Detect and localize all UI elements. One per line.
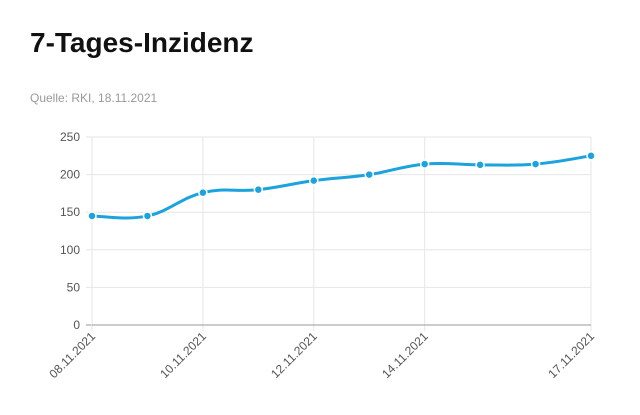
x-tick-label: 14.11.2021 <box>379 329 431 381</box>
point <box>309 175 319 186</box>
y-tick-label: 200 <box>60 168 80 182</box>
y-tick-label: 100 <box>60 243 80 257</box>
line <box>91 154 592 220</box>
point <box>142 211 153 221</box>
x-tick-label: 08.11.2021 <box>46 329 98 381</box>
point <box>586 151 596 161</box>
x-tick-label: 12.11.2021 <box>268 329 320 381</box>
chart-title: 7-Tages-Inzidenz <box>30 27 254 58</box>
point <box>530 159 541 169</box>
point <box>419 159 430 169</box>
chart-subtitle: Quelle: RKI, 18.11.2021 <box>30 91 158 105</box>
y-tick-label: 0 <box>73 318 80 332</box>
point <box>198 187 208 198</box>
point <box>87 211 97 221</box>
x-tick-label: 10.11.2021 <box>157 329 209 381</box>
point <box>253 184 264 195</box>
y-tick-label: 50 <box>67 280 81 294</box>
x-tick-label: 17.11.2021 <box>545 329 597 381</box>
y-tick-label: 150 <box>60 205 80 219</box>
y-tick-label: 250 <box>60 130 80 144</box>
point <box>475 160 485 170</box>
point <box>364 169 374 180</box>
